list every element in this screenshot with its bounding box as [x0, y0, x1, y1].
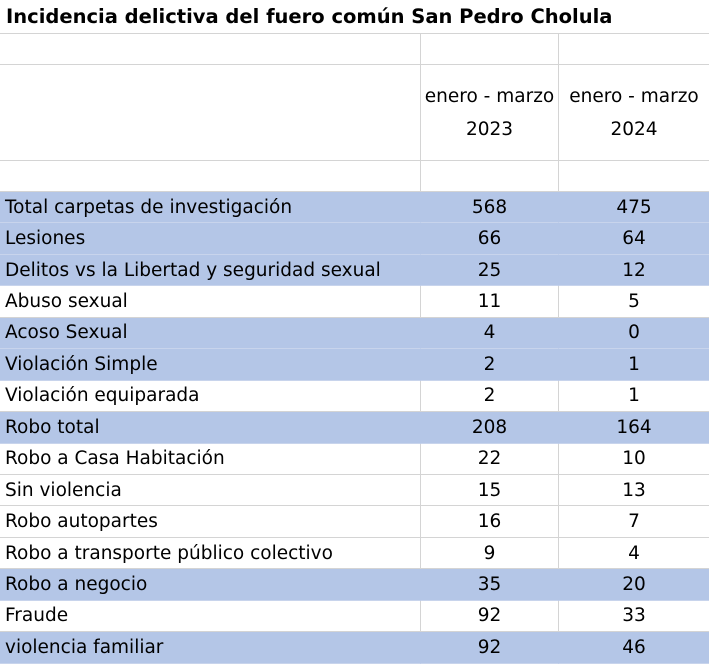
row-label-cell[interactable]: Violación equiparada — [0, 380, 421, 413]
value-2023-cell[interactable]: 92 — [421, 600, 559, 633]
value-2023-cell[interactable]: 92 — [421, 632, 559, 664]
empty-cell[interactable] — [0, 161, 421, 192]
row-label-cell[interactable]: Delitos vs la Libertad y seguridad sexua… — [0, 254, 421, 287]
row-label-cell[interactable]: Total carpetas de investigación — [0, 192, 421, 224]
value-2023-cell[interactable]: 2 — [421, 380, 559, 413]
row-label-cell[interactable]: Fraude — [0, 600, 421, 633]
value-2023-cell[interactable]: 2 — [421, 349, 559, 381]
value-2023-cell[interactable]: 15 — [421, 474, 559, 507]
value-2024-cell[interactable]: 164 — [559, 412, 709, 444]
value-2024-cell[interactable]: 5 — [559, 286, 709, 318]
value-2024-cell[interactable]: 33 — [559, 601, 709, 633]
row-label-cell[interactable]: Abuso sexual — [0, 286, 421, 318]
empty-cell[interactable] — [421, 34, 559, 65]
row-label-cell[interactable]: Robo autopartes — [0, 506, 421, 538]
empty-cell[interactable] — [559, 161, 709, 192]
value-2024-cell[interactable]: 1 — [559, 381, 709, 413]
header-label-cell[interactable] — [0, 65, 421, 161]
row-label-cell[interactable]: Sin violencia — [0, 474, 421, 507]
value-2024-cell[interactable]: 64 — [559, 223, 709, 255]
row-label-cell[interactable]: Violación Simple — [0, 349, 421, 381]
empty-cell[interactable] — [559, 34, 709, 65]
value-2023-cell[interactable]: 11 — [421, 286, 559, 318]
value-2024-cell[interactable]: 1 — [559, 349, 709, 381]
value-2024-cell[interactable]: 13 — [559, 475, 709, 507]
value-2023-cell[interactable]: 4 — [421, 317, 559, 350]
column-header-2023[interactable]: enero - marzo 2023 — [421, 65, 559, 161]
value-2024-cell[interactable]: 10 — [559, 444, 709, 475]
value-2024-cell[interactable]: 4 — [559, 538, 709, 570]
row-label-cell[interactable]: Robo a transporte público colectivo — [0, 537, 421, 570]
value-2023-cell[interactable]: 66 — [421, 223, 559, 255]
sheet-title[interactable]: Incidencia delictiva del fuero común San… — [0, 0, 709, 34]
value-2023-cell[interactable]: 208 — [421, 412, 559, 444]
value-2024-cell[interactable]: 46 — [559, 632, 709, 664]
empty-cell[interactable] — [0, 34, 421, 65]
value-2023-cell[interactable]: 16 — [421, 506, 559, 538]
row-label-cell[interactable]: Acoso Sexual — [0, 317, 421, 350]
value-2023-cell[interactable]: 25 — [421, 254, 559, 287]
value-2023-cell[interactable]: 568 — [421, 192, 559, 224]
row-label-cell[interactable]: Robo a negocio — [0, 569, 421, 601]
row-label-cell[interactable]: Robo a Casa Habitación — [0, 443, 421, 475]
value-2024-cell[interactable]: 7 — [559, 506, 709, 538]
value-2024-cell[interactable]: 12 — [559, 254, 709, 287]
value-2024-cell[interactable]: 0 — [559, 317, 709, 350]
column-header-2024[interactable]: enero - marzo 2024 — [559, 65, 709, 161]
value-2023-cell[interactable]: 9 — [421, 537, 559, 570]
value-2023-cell[interactable]: 22 — [421, 443, 559, 475]
value-2024-cell[interactable]: 20 — [559, 569, 709, 601]
value-2023-cell[interactable]: 35 — [421, 569, 559, 601]
row-label-cell[interactable]: violencia familiar — [0, 632, 421, 664]
empty-cell[interactable] — [421, 161, 559, 192]
row-label-cell[interactable]: Robo total — [0, 412, 421, 444]
row-label-cell[interactable]: Lesiones — [0, 223, 421, 255]
value-2024-cell[interactable]: 475 — [559, 192, 709, 224]
